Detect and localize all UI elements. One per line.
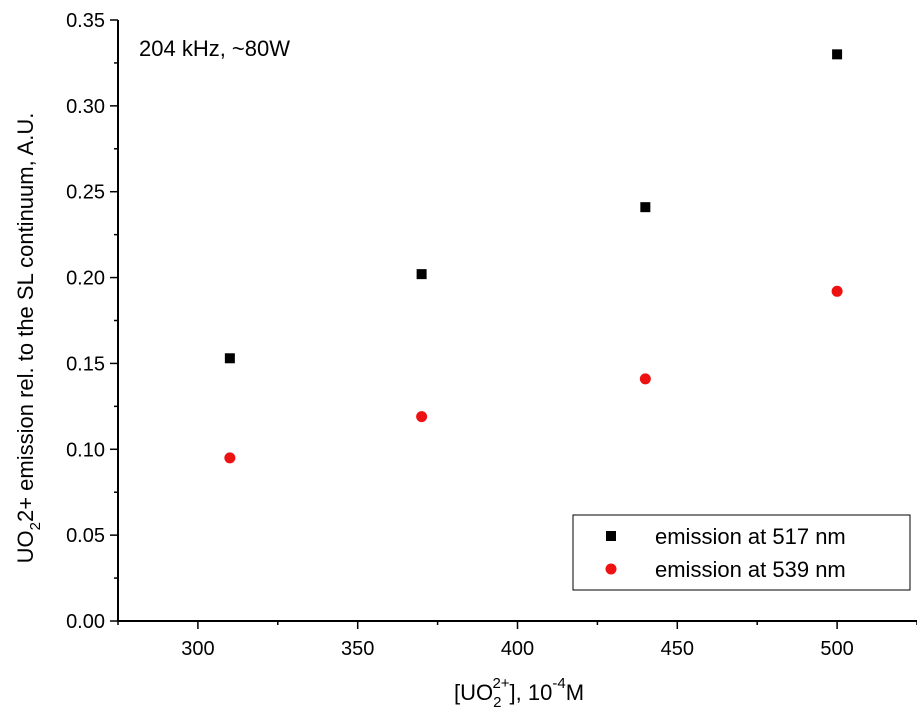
point-series-2-3 bbox=[639, 373, 651, 385]
y-axis-title-sub: 2 bbox=[27, 522, 44, 530]
y-tick-label: 0.35 bbox=[66, 10, 105, 32]
point-series-2-2 bbox=[416, 411, 428, 423]
legend-label-517: emission at 517 nm bbox=[655, 524, 846, 549]
data-points bbox=[224, 49, 843, 464]
x-tick-label: 300 bbox=[181, 638, 214, 660]
point-series-1-3 bbox=[640, 202, 651, 213]
legend-label-539: emission at 539 nm bbox=[655, 557, 846, 582]
x-axis-title-part3: M bbox=[566, 680, 584, 705]
x-tick-label: 400 bbox=[501, 638, 534, 660]
x-axis-title: [UO2 2+], 10-4M bbox=[454, 675, 584, 711]
point-series-2-4 bbox=[831, 285, 843, 297]
x-axis-title-part2: ], 10 bbox=[510, 680, 553, 705]
legend-box bbox=[572, 514, 911, 591]
y-axis-title-part: UO bbox=[13, 530, 38, 563]
point-series-1-1 bbox=[224, 353, 235, 364]
point-series-1-2 bbox=[416, 269, 427, 280]
y-tick-label: 0.10 bbox=[66, 439, 105, 461]
x-axis-title-part: [UO bbox=[454, 680, 493, 705]
point-series-2-1 bbox=[224, 452, 236, 464]
legend-marker-539 bbox=[605, 563, 617, 575]
y-axis-ticks: 0.00 0.05 0.10 0.15 0.20 0.25 0.30 0.35 bbox=[66, 10, 118, 633]
x-tick-label: 500 bbox=[820, 638, 853, 660]
y-axis-title-part2: 2+ emission rel. to the SL continuum, A.… bbox=[13, 113, 38, 522]
x-tick-label: 350 bbox=[341, 638, 374, 660]
point-series-1-4 bbox=[832, 49, 843, 60]
y-tick-label: 0.30 bbox=[66, 96, 105, 118]
y-tick-label: 0.00 bbox=[66, 611, 105, 633]
x-axis-title-sub: 2 bbox=[493, 694, 501, 711]
x-tick-label: 450 bbox=[661, 638, 694, 660]
legend-marker-517 bbox=[606, 531, 616, 541]
legend: emission at 517 nm emission at 539 nm bbox=[572, 514, 911, 591]
y-tick-label: 0.15 bbox=[66, 353, 105, 375]
y-tick-label: 0.25 bbox=[66, 182, 105, 204]
x-axis-title-sup2: -4 bbox=[552, 675, 565, 692]
chart-annotation: 204 kHz, ~80W bbox=[139, 36, 290, 61]
x-axis-ticks: 300 350 400 450 500 bbox=[117, 621, 917, 660]
y-tick-label: 0.20 bbox=[66, 268, 105, 290]
x-axis-title-sup: 2+ bbox=[492, 675, 509, 692]
y-axis-title: UO22+ emission rel. to the SL continuum,… bbox=[13, 113, 44, 564]
y-tick-label: 0.05 bbox=[66, 525, 105, 547]
